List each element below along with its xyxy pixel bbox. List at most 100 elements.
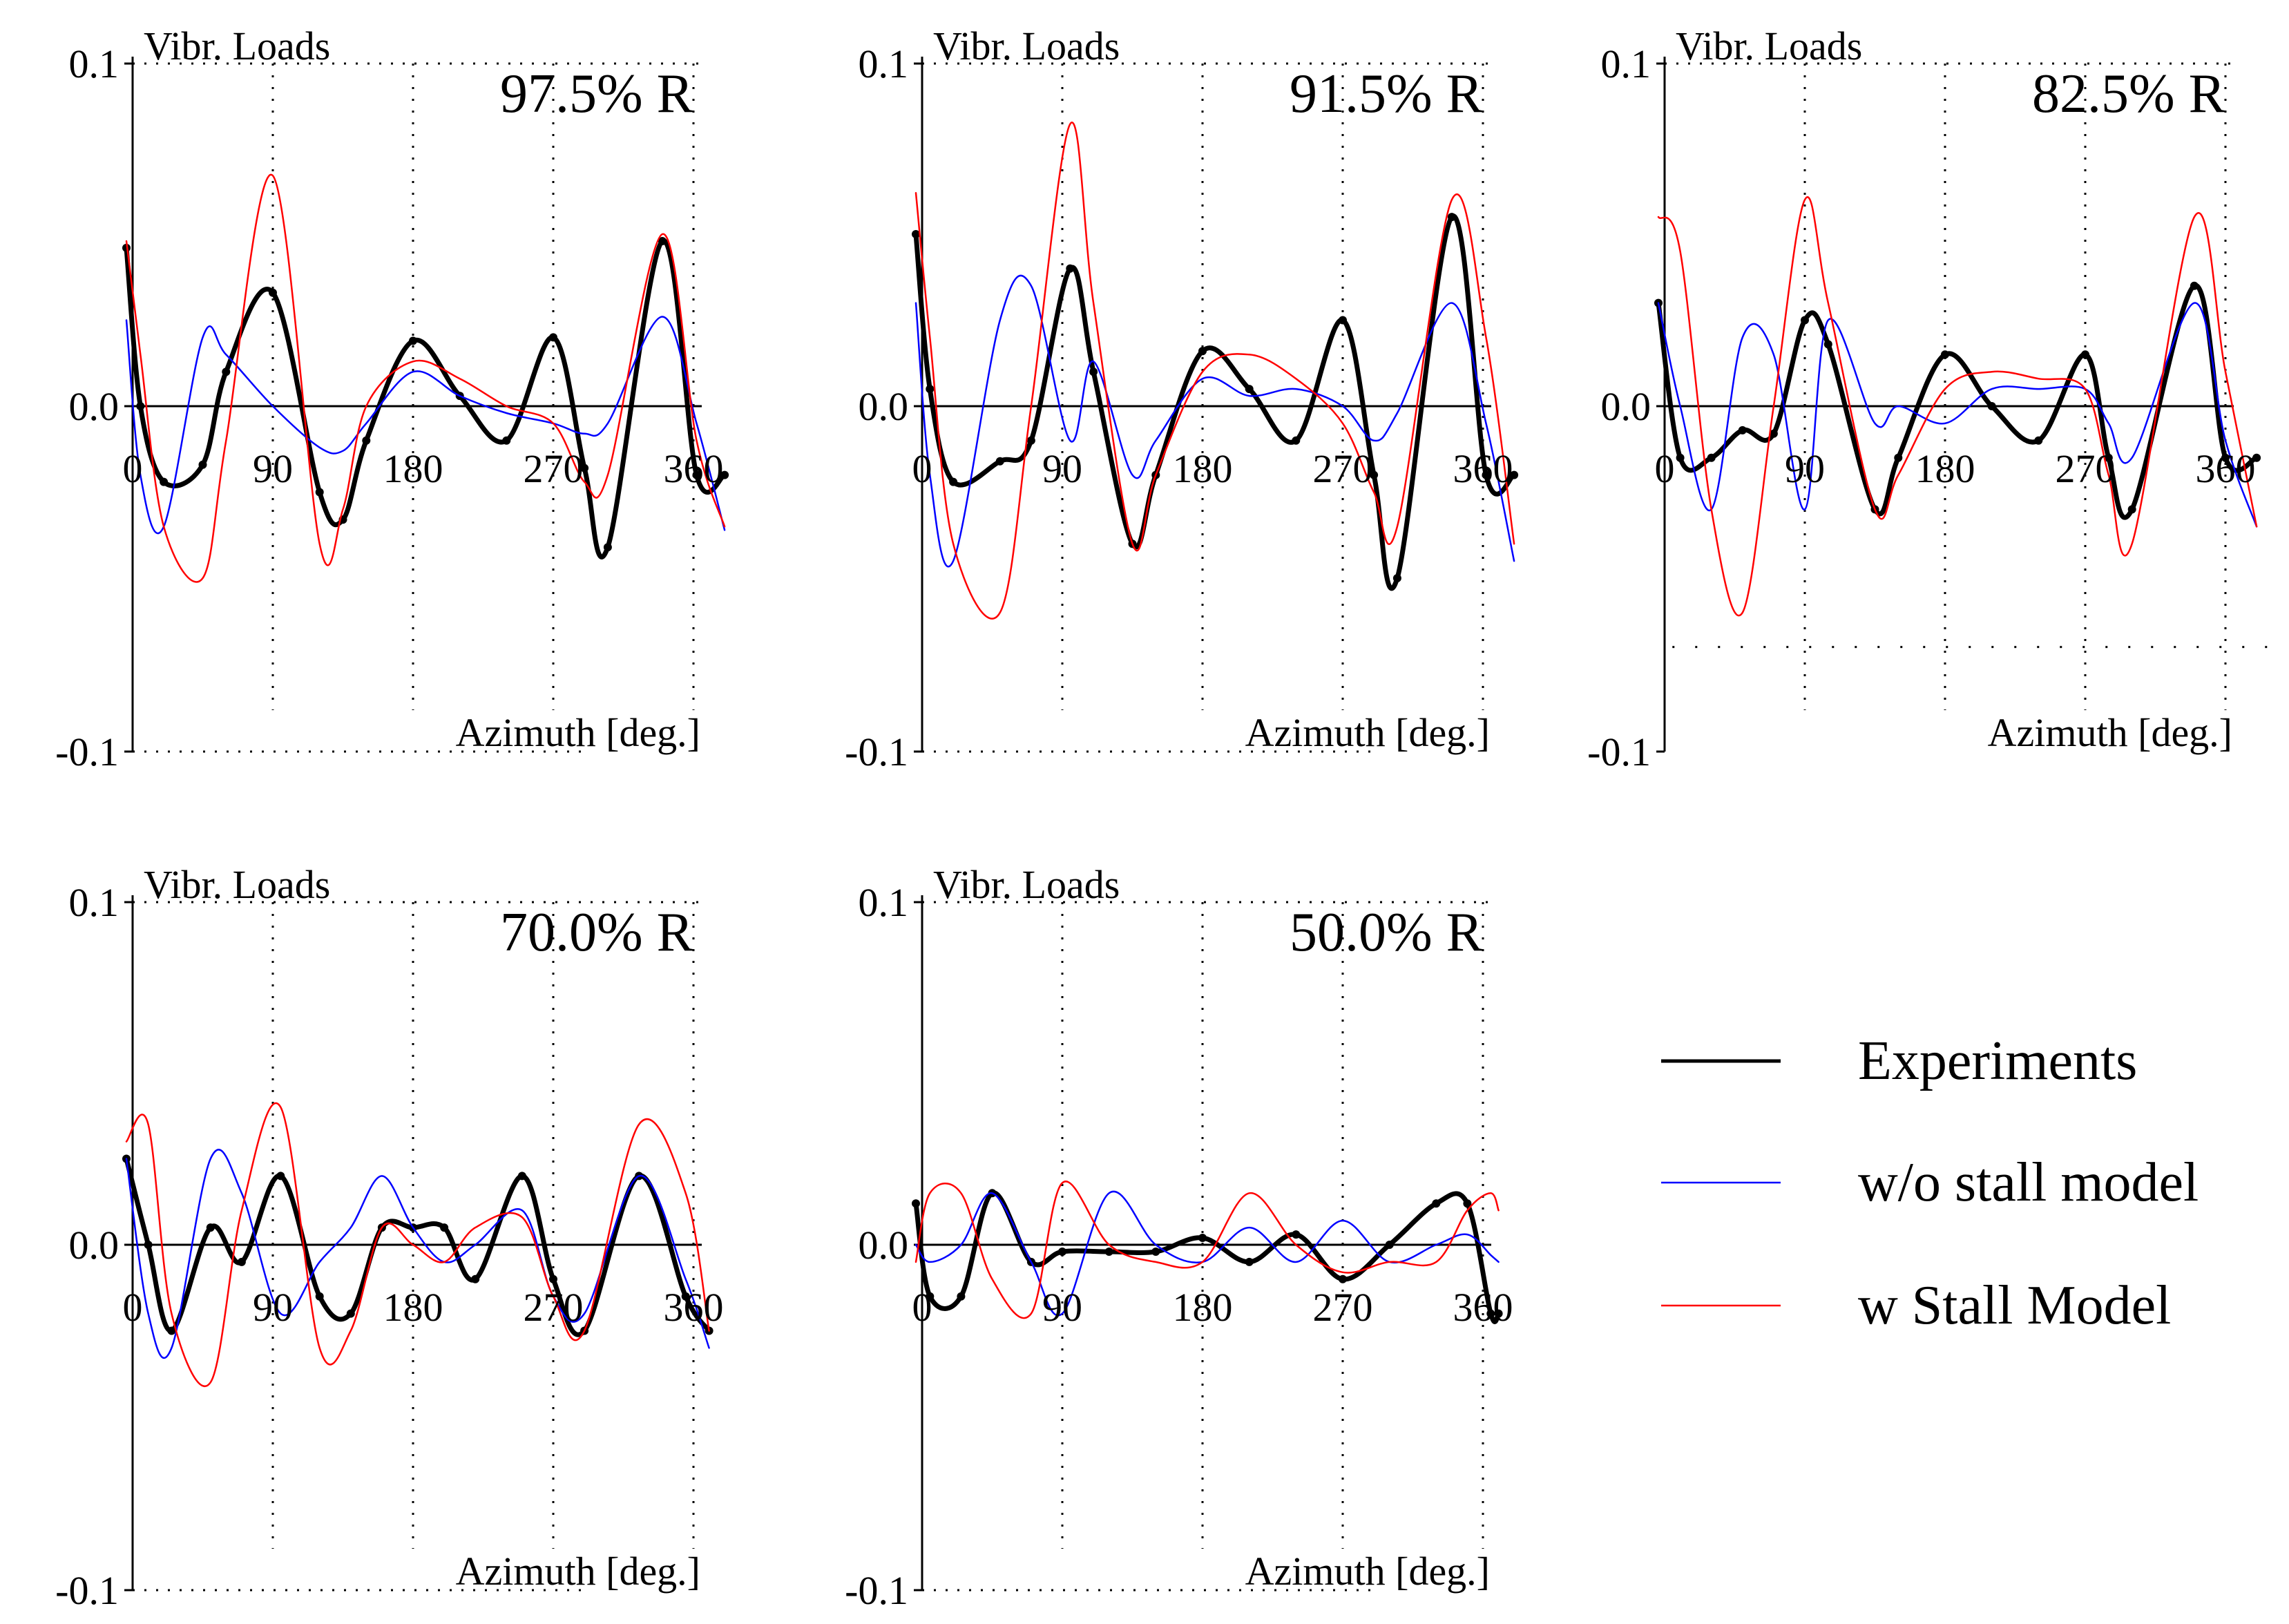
data-point bbox=[136, 402, 145, 410]
data-point bbox=[1447, 213, 1456, 222]
series-line bbox=[125, 316, 726, 535]
data-point bbox=[957, 1292, 966, 1301]
data-point bbox=[160, 477, 169, 486]
x-tick-label: 0 bbox=[912, 446, 932, 491]
x-tick-label: 270 bbox=[524, 446, 584, 491]
y-tick-label: 0.0 bbox=[859, 384, 909, 429]
data-point bbox=[1198, 347, 1207, 356]
series-w-stall-model bbox=[125, 173, 726, 583]
x-tick-label: 360 bbox=[1453, 446, 1513, 491]
series-w-o-stall-model bbox=[125, 316, 726, 535]
series-w-o-stall-model bbox=[914, 1190, 1500, 1317]
y-tick-label: 0.1 bbox=[859, 41, 909, 86]
data-point bbox=[1151, 1248, 1160, 1256]
data-point bbox=[949, 477, 958, 486]
series-line bbox=[125, 1102, 710, 1388]
x-axis-title: Azimuth [deg.] bbox=[1245, 710, 1490, 755]
series-w-stall-model bbox=[125, 1102, 710, 1388]
x-tick-label: 360 bbox=[1453, 1285, 1513, 1330]
x-tick-label: 180 bbox=[1173, 446, 1233, 491]
chart-panel-4: 0.1 0.0 -0.1 0 90 180 270 360 Vibr. Loads Azimuth… bbox=[55, 862, 723, 1613]
data-point bbox=[1392, 574, 1401, 582]
data-point bbox=[315, 488, 324, 497]
y-tick-label: 0.1 bbox=[859, 880, 909, 925]
y-tick-label: 0.1 bbox=[69, 880, 119, 925]
y-tick-label: -0.1 bbox=[845, 1568, 908, 1613]
series-line bbox=[125, 173, 726, 583]
legend-label: Experiments bbox=[1858, 1031, 2137, 1091]
data-point bbox=[1463, 1199, 1472, 1208]
data-point bbox=[912, 1199, 920, 1208]
data-point bbox=[1066, 264, 1075, 273]
x-tick-label: 180 bbox=[1173, 1285, 1233, 1330]
data-point bbox=[1738, 426, 1747, 434]
y-tick-label: 0.1 bbox=[69, 41, 119, 86]
panel-title: 70.0% R bbox=[500, 902, 694, 963]
data-point bbox=[2252, 453, 2261, 462]
data-point bbox=[2127, 505, 2136, 514]
x-tick-label: 0 bbox=[912, 1285, 932, 1330]
data-point bbox=[517, 1172, 526, 1181]
y-tick-label: 0.1 bbox=[1601, 41, 1651, 86]
data-point bbox=[2081, 350, 2089, 359]
data-point bbox=[1707, 453, 1716, 462]
series-line bbox=[914, 122, 1515, 620]
data-point bbox=[1676, 453, 1685, 462]
legend: Experiments w/o stall model w Stall Model bbox=[1661, 1031, 2199, 1336]
data-point bbox=[2034, 436, 2043, 445]
data-point bbox=[681, 1292, 690, 1301]
data-point bbox=[144, 1241, 153, 1249]
series-line bbox=[1657, 302, 2258, 528]
data-point bbox=[471, 1274, 480, 1283]
data-point bbox=[549, 1274, 557, 1283]
x-tick-label: 360 bbox=[664, 1285, 724, 1330]
y-axis-title: Vibr. Loads bbox=[144, 23, 330, 68]
y-tick-label: 0.0 bbox=[69, 384, 119, 429]
data-point bbox=[1823, 340, 1832, 349]
series-line bbox=[914, 1181, 1500, 1319]
data-point bbox=[1292, 1230, 1301, 1239]
data-point bbox=[346, 1309, 355, 1318]
data-point bbox=[1339, 316, 1347, 325]
data-point bbox=[926, 1292, 935, 1301]
series-experiments bbox=[1654, 281, 2261, 520]
data-point bbox=[1385, 1241, 1394, 1249]
legend-label: w/o stall model bbox=[1858, 1152, 2199, 1213]
y-axis-title: Vibr. Loads bbox=[933, 23, 1120, 68]
chart-panel-5: 0.1 0.0 -0.1 0 90 180 270 360 Vibr. Loads Azimuth… bbox=[845, 862, 1513, 1613]
data-point bbox=[926, 385, 935, 394]
data-point bbox=[440, 1223, 449, 1232]
data-point bbox=[1486, 1309, 1495, 1318]
panel-title: 82.5% R bbox=[2032, 64, 2226, 124]
chart-panel-2: 0.1 0.0 -0.1 0 90 180 270 360 Vibr. Loads Azimuth… bbox=[845, 23, 1519, 774]
panel-title: 97.5% R bbox=[500, 64, 694, 124]
data-point bbox=[1339, 1274, 1347, 1283]
x-tick-label: 90 bbox=[1042, 1285, 1082, 1330]
y-tick-label: -0.1 bbox=[1587, 729, 1651, 774]
data-point bbox=[720, 470, 729, 479]
data-point bbox=[2190, 281, 2199, 290]
x-axis-title: Azimuth [deg.] bbox=[1988, 710, 2232, 755]
series-w-o-stall-model bbox=[914, 274, 1515, 568]
y-tick-label: -0.1 bbox=[55, 729, 119, 774]
x-tick-label: 90 bbox=[253, 1285, 293, 1330]
x-tick-label: 180 bbox=[383, 1285, 443, 1330]
x-tick-label: 0 bbox=[1655, 446, 1675, 491]
legend-item-3: w Stall Model bbox=[1661, 1275, 2171, 1336]
data-point bbox=[237, 1257, 246, 1266]
x-tick-label: 0 bbox=[123, 1285, 143, 1330]
x-tick-label: 270 bbox=[1313, 1285, 1373, 1330]
x-tick-label: 270 bbox=[1313, 446, 1373, 491]
series-w-o-stall-model bbox=[1657, 302, 2258, 528]
data-point bbox=[1058, 1248, 1066, 1256]
data-point bbox=[1482, 470, 1491, 479]
series-w-stall-model bbox=[914, 122, 1515, 620]
y-tick-label: -0.1 bbox=[55, 1568, 119, 1613]
series-line bbox=[125, 1149, 710, 1359]
y-axis-title: Vibr. Loads bbox=[144, 862, 330, 907]
x-tick-label: 270 bbox=[524, 1285, 584, 1330]
chart-panel-3: 0.1 0.0 -0.1 0 90 180 270 360 Vibr. Loads Azimuth… bbox=[1587, 23, 2272, 774]
x-axis-title: Azimuth [deg.] bbox=[456, 710, 700, 755]
data-point bbox=[1894, 453, 1903, 462]
data-point bbox=[1432, 1199, 1441, 1208]
